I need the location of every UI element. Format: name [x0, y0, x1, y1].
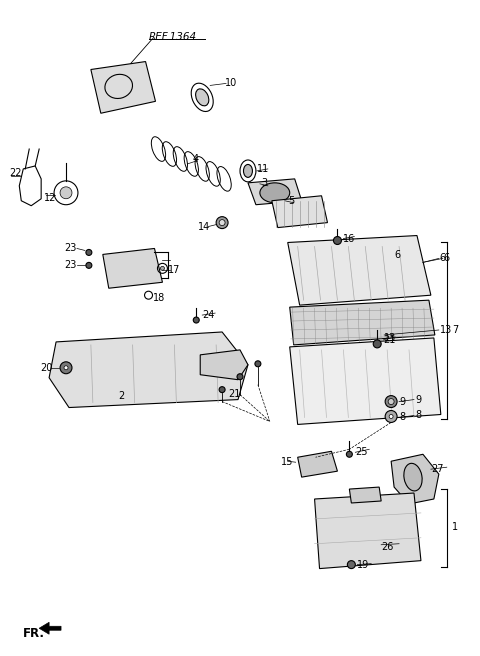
Polygon shape [349, 487, 381, 503]
Text: 13: 13 [440, 325, 452, 335]
Text: 13: 13 [384, 333, 396, 343]
Text: REF.1364: REF.1364 [148, 31, 197, 42]
Circle shape [389, 415, 393, 419]
Text: 21: 21 [228, 388, 240, 399]
Text: 6: 6 [440, 253, 446, 264]
Polygon shape [39, 623, 61, 634]
Circle shape [347, 451, 352, 457]
Ellipse shape [243, 165, 252, 177]
Text: 6: 6 [394, 251, 400, 260]
Text: 23: 23 [65, 243, 77, 253]
Text: 18: 18 [153, 293, 165, 303]
Text: 16: 16 [343, 234, 356, 243]
Text: 17: 17 [168, 265, 181, 276]
Text: 11: 11 [257, 164, 269, 174]
Text: 15: 15 [281, 457, 294, 467]
Text: 5: 5 [288, 195, 295, 206]
Text: 12: 12 [44, 193, 56, 203]
Circle shape [219, 220, 225, 226]
Circle shape [219, 386, 225, 393]
Polygon shape [391, 454, 439, 504]
Text: 20: 20 [41, 363, 53, 373]
Text: 8: 8 [399, 413, 405, 422]
Circle shape [60, 362, 72, 374]
Polygon shape [290, 300, 435, 345]
Ellipse shape [404, 463, 422, 491]
Polygon shape [298, 451, 337, 477]
Polygon shape [103, 249, 162, 288]
Circle shape [348, 561, 355, 569]
Circle shape [160, 266, 165, 270]
Polygon shape [248, 179, 301, 205]
Text: 2: 2 [119, 390, 125, 401]
Text: 3: 3 [262, 178, 268, 188]
Polygon shape [290, 338, 441, 424]
Circle shape [388, 399, 394, 405]
Text: 7: 7 [452, 325, 458, 335]
Text: 26: 26 [381, 542, 394, 552]
Text: 27: 27 [431, 464, 444, 474]
Text: 1: 1 [452, 522, 458, 532]
Text: 21: 21 [383, 335, 396, 345]
Text: 19: 19 [357, 560, 370, 569]
Circle shape [385, 411, 397, 422]
Polygon shape [200, 350, 248, 380]
Polygon shape [91, 62, 156, 113]
Circle shape [255, 361, 261, 367]
Text: 14: 14 [198, 222, 210, 232]
Circle shape [86, 249, 92, 255]
Circle shape [373, 340, 381, 348]
Polygon shape [288, 236, 431, 305]
Circle shape [60, 187, 72, 199]
Circle shape [334, 237, 341, 245]
Text: 23: 23 [65, 260, 77, 270]
Ellipse shape [196, 89, 209, 106]
Text: 22: 22 [9, 168, 22, 178]
Circle shape [64, 366, 68, 370]
Polygon shape [272, 195, 327, 228]
Polygon shape [314, 493, 421, 569]
Ellipse shape [108, 80, 130, 98]
Circle shape [193, 317, 199, 323]
Ellipse shape [260, 183, 290, 203]
Text: 8: 8 [415, 411, 421, 420]
Text: 6: 6 [444, 253, 450, 264]
Circle shape [216, 216, 228, 228]
Circle shape [86, 262, 92, 268]
Text: 25: 25 [355, 447, 368, 457]
Circle shape [385, 396, 397, 407]
Text: 10: 10 [225, 79, 237, 89]
Text: FR.: FR. [23, 626, 45, 640]
Text: 24: 24 [202, 310, 215, 320]
Polygon shape [49, 332, 248, 407]
Circle shape [237, 374, 243, 380]
Text: 9: 9 [415, 394, 421, 405]
Text: 4: 4 [192, 154, 198, 164]
Ellipse shape [118, 73, 139, 90]
Text: 9: 9 [399, 397, 405, 407]
